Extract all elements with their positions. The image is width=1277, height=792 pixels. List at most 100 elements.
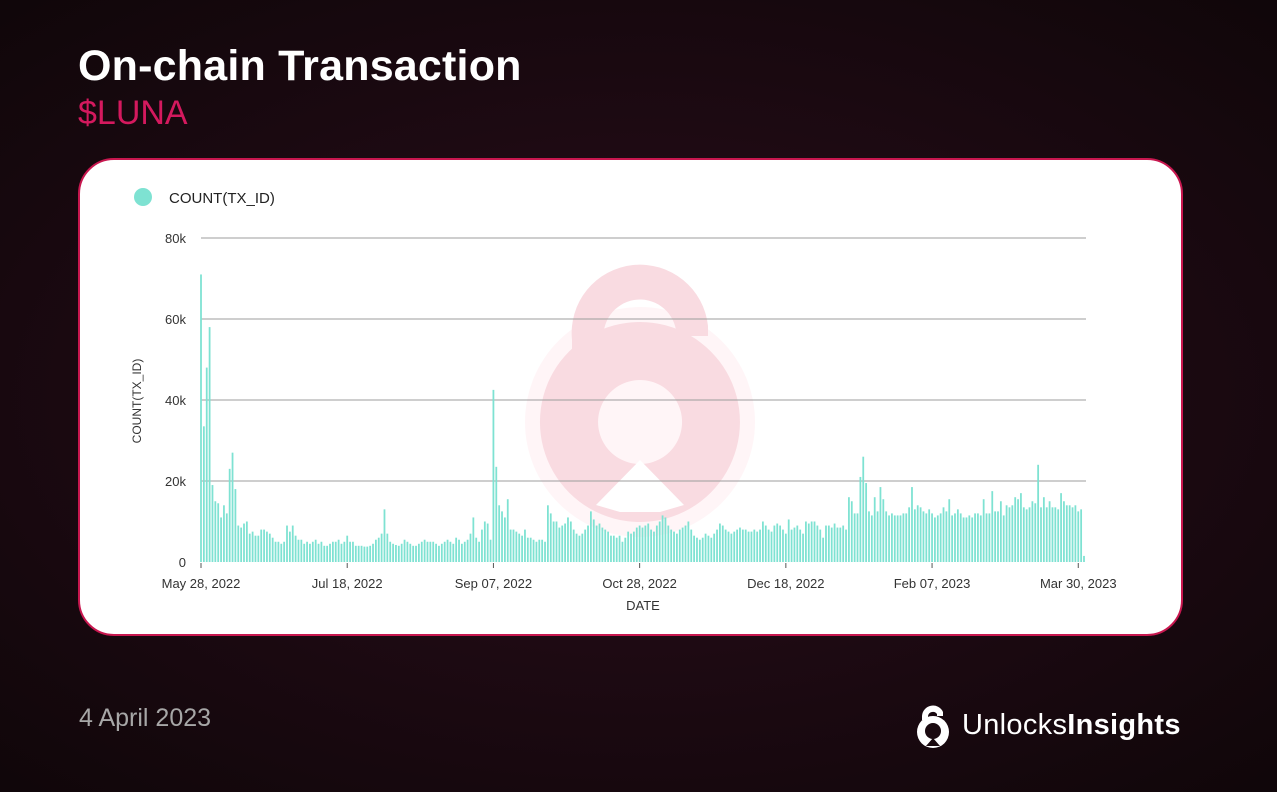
bar[interactable]	[1057, 509, 1060, 562]
bar[interactable]	[243, 523, 245, 562]
bar[interactable]	[334, 541, 337, 562]
bar[interactable]	[787, 519, 790, 562]
bar[interactable]	[607, 531, 609, 562]
bar[interactable]	[853, 513, 856, 562]
bar[interactable]	[420, 541, 423, 562]
bar[interactable]	[268, 533, 271, 562]
bar[interactable]	[489, 539, 492, 562]
bar[interactable]	[839, 527, 842, 562]
bar[interactable]	[446, 539, 449, 562]
bar[interactable]	[827, 525, 830, 562]
legend-label[interactable]: COUNT(TX_ID)	[169, 190, 275, 207]
bar[interactable]	[982, 499, 985, 562]
bar[interactable]	[449, 541, 452, 562]
bar[interactable]	[240, 527, 243, 562]
bar[interactable]	[1037, 464, 1040, 562]
bar[interactable]	[475, 537, 478, 562]
bar[interactable]	[730, 533, 733, 562]
bar[interactable]	[460, 543, 463, 562]
bar[interactable]	[337, 539, 340, 562]
bar[interactable]	[291, 525, 294, 562]
bar[interactable]	[673, 531, 675, 562]
bar[interactable]	[1005, 505, 1008, 562]
bar[interactable]	[997, 511, 999, 562]
bar[interactable]	[211, 485, 214, 562]
bar[interactable]	[578, 535, 581, 562]
bar[interactable]	[716, 529, 718, 562]
bar[interactable]	[549, 513, 552, 562]
bar[interactable]	[667, 525, 670, 562]
bar[interactable]	[701, 537, 704, 562]
bar[interactable]	[458, 539, 460, 562]
bar[interactable]	[790, 529, 793, 562]
bar[interactable]	[452, 543, 455, 562]
bar[interactable]	[650, 529, 652, 562]
bar[interactable]	[547, 505, 549, 562]
bar[interactable]	[331, 541, 334, 562]
bar[interactable]	[1042, 497, 1045, 562]
bar[interactable]	[733, 531, 736, 562]
bar[interactable]	[661, 515, 664, 562]
bar[interactable]	[223, 505, 225, 562]
bar[interactable]	[865, 483, 868, 562]
bar[interactable]	[248, 533, 251, 562]
bar[interactable]	[397, 545, 400, 562]
bar[interactable]	[515, 531, 518, 562]
bar[interactable]	[655, 525, 658, 562]
bar[interactable]	[1060, 493, 1062, 562]
bar[interactable]	[707, 535, 710, 562]
bar[interactable]	[782, 529, 784, 562]
bar[interactable]	[1022, 507, 1025, 562]
bar[interactable]	[561, 525, 564, 562]
bar[interactable]	[349, 541, 351, 562]
bar[interactable]	[618, 535, 621, 562]
bar[interactable]	[971, 517, 974, 562]
bar[interactable]	[251, 531, 254, 562]
bar[interactable]	[744, 529, 747, 562]
bar[interactable]	[999, 501, 1002, 562]
bar[interactable]	[810, 521, 813, 563]
bar[interactable]	[389, 541, 392, 562]
bar[interactable]	[481, 529, 483, 562]
bar[interactable]	[862, 456, 865, 562]
bar[interactable]	[870, 515, 873, 562]
bar[interactable]	[767, 529, 770, 562]
bar[interactable]	[951, 515, 954, 562]
bar[interactable]	[200, 274, 202, 562]
bar[interactable]	[793, 527, 796, 562]
bar[interactable]	[538, 539, 541, 562]
bar[interactable]	[1065, 505, 1068, 562]
bar[interactable]	[584, 529, 587, 562]
bar[interactable]	[317, 543, 320, 562]
legend-marker[interactable]	[134, 188, 152, 206]
bar[interactable]	[572, 529, 575, 562]
bar[interactable]	[905, 513, 908, 562]
bar[interactable]	[1008, 507, 1011, 562]
bar[interactable]	[882, 499, 885, 562]
bar[interactable]	[478, 541, 480, 562]
bar[interactable]	[506, 499, 509, 562]
bar[interactable]	[911, 487, 913, 562]
bar[interactable]	[908, 507, 911, 562]
bar[interactable]	[587, 525, 589, 562]
bar[interactable]	[710, 537, 713, 562]
bar[interactable]	[280, 543, 283, 562]
bar[interactable]	[254, 535, 257, 562]
bar[interactable]	[288, 531, 291, 562]
bar[interactable]	[532, 539, 535, 562]
bar[interactable]	[773, 525, 776, 562]
bar[interactable]	[948, 499, 951, 562]
bar[interactable]	[374, 539, 377, 562]
bar[interactable]	[936, 515, 939, 562]
bar[interactable]	[610, 535, 612, 562]
bar[interactable]	[833, 523, 836, 562]
bar[interactable]	[693, 535, 695, 562]
bar[interactable]	[784, 533, 787, 562]
bar[interactable]	[228, 468, 231, 562]
bar[interactable]	[779, 525, 781, 562]
bar[interactable]	[956, 509, 959, 562]
bar[interactable]	[653, 531, 655, 562]
bar[interactable]	[343, 541, 346, 562]
bar[interactable]	[257, 535, 260, 562]
bar[interactable]	[1017, 499, 1019, 562]
